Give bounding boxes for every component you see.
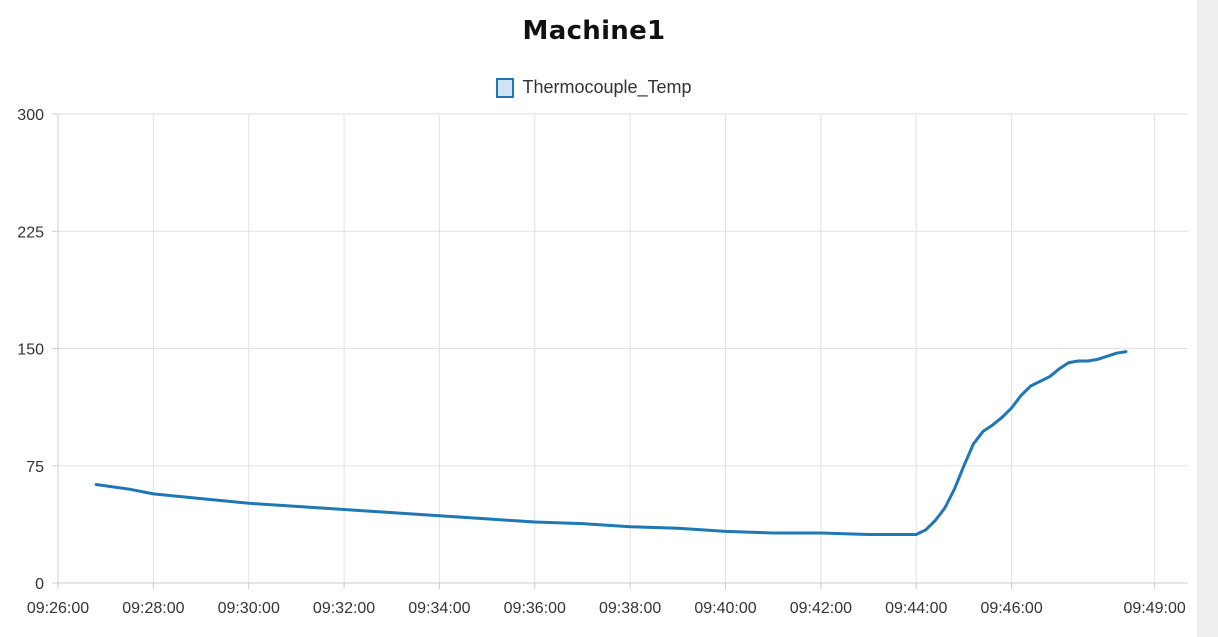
data-point[interactable] <box>295 505 298 508</box>
y-tick-label: 75 <box>26 459 44 476</box>
y-tick-label: 225 <box>17 224 44 241</box>
x-tick-labels: 09:26:00 09:28:00 09:30:00 09:32:00 09:34:00… <box>27 600 1186 617</box>
data-point[interactable] <box>943 506 946 510</box>
y-tick-label: 150 <box>17 342 44 359</box>
x-tick-label: 09:34:00 <box>408 600 470 617</box>
x-tick-label: 09:40:00 <box>694 600 756 617</box>
data-point[interactable] <box>247 502 250 505</box>
y-tick-label: 0 <box>35 576 44 593</box>
legend-label[interactable]: Thermocouple_Temp <box>522 77 692 97</box>
y-tick-label: 300 <box>17 107 44 124</box>
data-point[interactable] <box>1039 380 1042 383</box>
data-point[interactable] <box>991 423 994 427</box>
data-point[interactable] <box>1029 384 1032 388</box>
data-point[interactable] <box>915 533 918 536</box>
data-point[interactable] <box>676 527 679 530</box>
data-point[interactable] <box>934 519 937 522</box>
data-point[interactable] <box>438 514 441 517</box>
x-tick-label: 09:28:00 <box>122 600 184 617</box>
data-point[interactable] <box>629 525 632 528</box>
data-point[interactable] <box>390 511 393 514</box>
data-point[interactable] <box>819 531 823 535</box>
data-point[interactable] <box>1077 359 1080 363</box>
x-tick-label: 09:36:00 <box>504 600 566 617</box>
data-point[interactable] <box>94 483 98 486</box>
series-lines <box>94 350 1128 536</box>
data-point[interactable] <box>1086 359 1090 363</box>
axes <box>52 113 1188 589</box>
data-point[interactable] <box>1067 361 1071 364</box>
x-tick-label: 09:38:00 <box>599 600 661 617</box>
data-point[interactable] <box>1048 375 1051 378</box>
data-point[interactable] <box>981 430 985 433</box>
chart-title: Machine1 <box>522 16 666 46</box>
data-point[interactable] <box>1058 367 1061 370</box>
data-point[interactable] <box>1105 355 1109 358</box>
data-point[interactable] <box>953 488 956 491</box>
grid-lines <box>57 113 1188 584</box>
x-tick-label: 09:30:00 <box>218 600 280 617</box>
data-point[interactable] <box>772 531 775 535</box>
data-point[interactable] <box>962 464 966 467</box>
data-point[interactable] <box>924 528 927 531</box>
x-tick-label: 09:49:00 <box>1123 600 1185 617</box>
x-tick-label: 09:44:00 <box>885 600 947 617</box>
data-point[interactable] <box>533 520 536 524</box>
x-tick-label: 09:42:00 <box>790 600 852 617</box>
data-point[interactable] <box>724 530 727 533</box>
data-point[interactable] <box>1115 352 1118 355</box>
data-point[interactable] <box>1010 406 1013 410</box>
legend-swatch[interactable] <box>496 77 515 98</box>
data-point[interactable] <box>1124 350 1128 353</box>
data-point[interactable] <box>1096 358 1099 361</box>
side-scroll-strip <box>1197 0 1218 637</box>
data-point[interactable] <box>1019 394 1023 397</box>
data-point[interactable] <box>485 517 489 521</box>
data-point[interactable] <box>342 508 346 511</box>
data-point[interactable] <box>199 497 203 500</box>
y-tick-labels: 0 75 150 225 300 <box>17 107 44 593</box>
x-tick-label: 09:26:00 <box>27 600 89 617</box>
chart-legend[interactable]: Thermocouple_Temp <box>0 77 1188 98</box>
data-point[interactable] <box>581 522 584 525</box>
data-point[interactable] <box>1000 416 1004 419</box>
series-line-thermocouple-temp[interactable] <box>94 350 1128 536</box>
data-point[interactable] <box>972 442 975 446</box>
data-point[interactable] <box>152 492 155 496</box>
data-point[interactable] <box>128 488 131 491</box>
x-tick-label: 09:46:00 <box>980 600 1042 617</box>
data-point[interactable] <box>867 533 870 536</box>
x-tick-label: 09:32:00 <box>313 600 375 617</box>
